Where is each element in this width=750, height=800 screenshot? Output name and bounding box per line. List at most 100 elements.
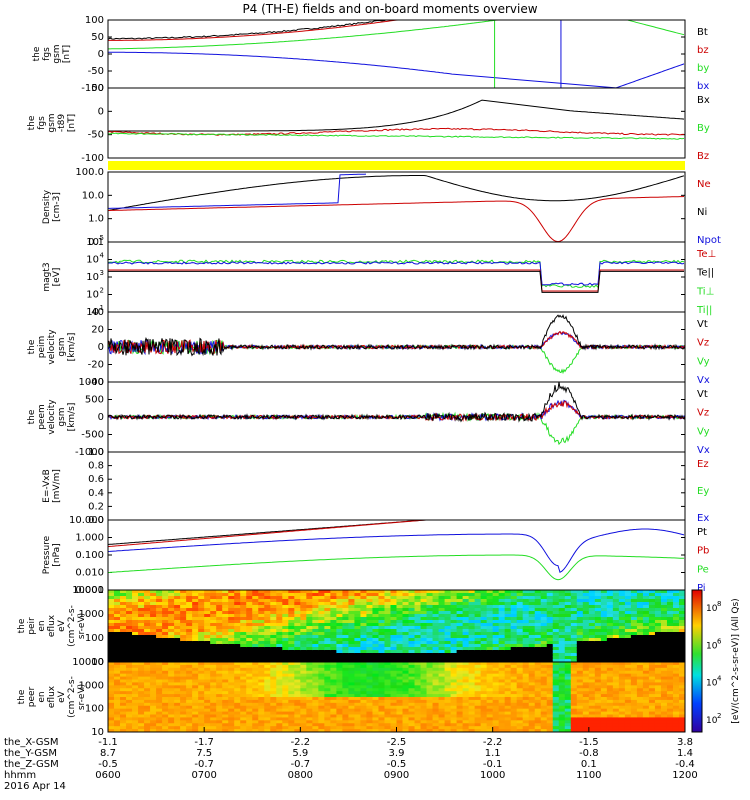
spectrogram-cell [366,688,374,692]
spectrogram-cell [366,650,374,654]
panel-pressure: Pressure [nPa]10.0001.0000.1000.0100.001P… [42,515,709,596]
spectrogram-cell [318,593,325,597]
spectrogram-cell [150,596,157,600]
spectrogram-cell [522,602,530,606]
spectrogram-cell [378,608,386,612]
spectrogram-cell [612,708,620,713]
spectrogram-cell [210,635,217,639]
spectrogram-cell [594,611,602,615]
legend-ey: Ey [697,486,709,497]
spectrogram-cell [594,623,602,627]
spectrogram-cell [258,676,265,681]
spectrogram-cell [252,662,259,666]
spectrogram-cell [648,659,656,662]
spectrogram-cell [372,626,380,630]
spectrogram-cell [240,664,247,669]
spectrogram-cell [540,702,548,707]
spectrogram-cell [384,632,392,636]
spectrogram-cell [522,635,530,639]
spectrogram-cell [432,602,440,606]
spectrogram-cell [294,602,301,606]
spectrogram-cell [432,641,440,645]
spectrogram-cell [240,667,247,672]
spectrogram-cell [420,644,428,648]
spectrogram-cell [162,726,169,730]
y-axis-label: the [27,339,37,354]
spectrogram-cell [552,676,560,681]
spectrogram-cell [540,620,548,624]
colorbar-tick: 10 [706,641,718,651]
spectrogram-cell [534,605,542,609]
spectrogram-cell [606,596,614,600]
spectrogram-cell [630,723,638,727]
spectrogram-cell [354,726,362,730]
spectrogram-cell [426,697,434,701]
spectrogram-cell [462,717,470,721]
spectrogram-cell [264,656,271,660]
spectrogram-cell [654,617,662,621]
spectrogram-cell [552,590,560,594]
spectrogram-cell [252,635,259,639]
spectrogram-cell [378,653,386,657]
spectrogram-cell [588,667,596,672]
spectrogram-cell [378,629,386,633]
series-bx [108,51,685,88]
spectrogram-cell [612,605,620,609]
spectrogram-cell [606,632,614,636]
spectrogram-cell [180,714,187,719]
spectrogram-cell [612,697,620,701]
spectrogram-cell [582,656,590,660]
legend-bx: Bx [697,95,710,106]
spectrogram-cell [144,629,151,633]
spectrogram-cell [642,641,650,645]
spectrogram-cell [492,702,500,707]
spectrogram-cell [270,608,277,612]
spectrogram-cell [384,726,392,730]
spectrogram-cell [564,679,572,684]
spectrogram-cell [642,617,650,621]
spectrogram-cell [312,697,319,701]
spectrogram-cell [504,708,512,713]
spectrogram-cell [366,620,374,624]
spectrogram-cell [528,617,536,621]
spectrogram-cell [426,611,434,615]
spectrogram-cell [606,697,614,701]
spectrogram-cell [528,596,536,600]
spectrogram-cell [438,614,446,618]
spectrogram-cell [402,662,410,666]
spectrogram-cell [444,729,452,732]
spectrogram-cell [516,720,524,724]
spectrogram-cell [108,644,115,648]
spectrogram-cell [294,659,301,662]
spectrogram-cell [516,667,524,672]
spectrogram-cell [120,667,127,672]
spectrogram-cell [318,723,325,727]
spectrogram-cell [210,699,217,704]
spectrogram-cell [624,620,632,624]
spectrogram-cell [480,629,488,633]
spectrogram-cell [288,614,295,618]
spectrogram-cell [186,608,193,612]
y-tick-label: 10 [91,657,104,668]
spectrogram-cell [276,656,283,660]
spectrogram-cell [528,662,536,666]
spectrogram-cell [216,708,223,713]
spectrogram-cell [336,644,344,648]
y-axis-label: sr-eV) [77,613,87,639]
spectrogram-cell [624,599,632,603]
spectrogram-cell [582,717,590,721]
spectrogram-cell [342,623,350,627]
spectrogram-cell [630,676,638,681]
spectrogram-cell [576,714,584,719]
spectrogram-cell [420,670,428,675]
spectrogram-cell [438,720,446,724]
spectrogram-cell [408,650,416,654]
spectrogram-cell [462,605,470,609]
spectrogram-cell [360,632,368,636]
spectrogram-cell [312,644,319,648]
spectrogram-cell [528,614,536,618]
y-axis-label: en [37,691,47,702]
spectrogram-cell [384,596,392,600]
spectrogram-cell [384,711,392,716]
spectrogram-cell [480,705,488,710]
